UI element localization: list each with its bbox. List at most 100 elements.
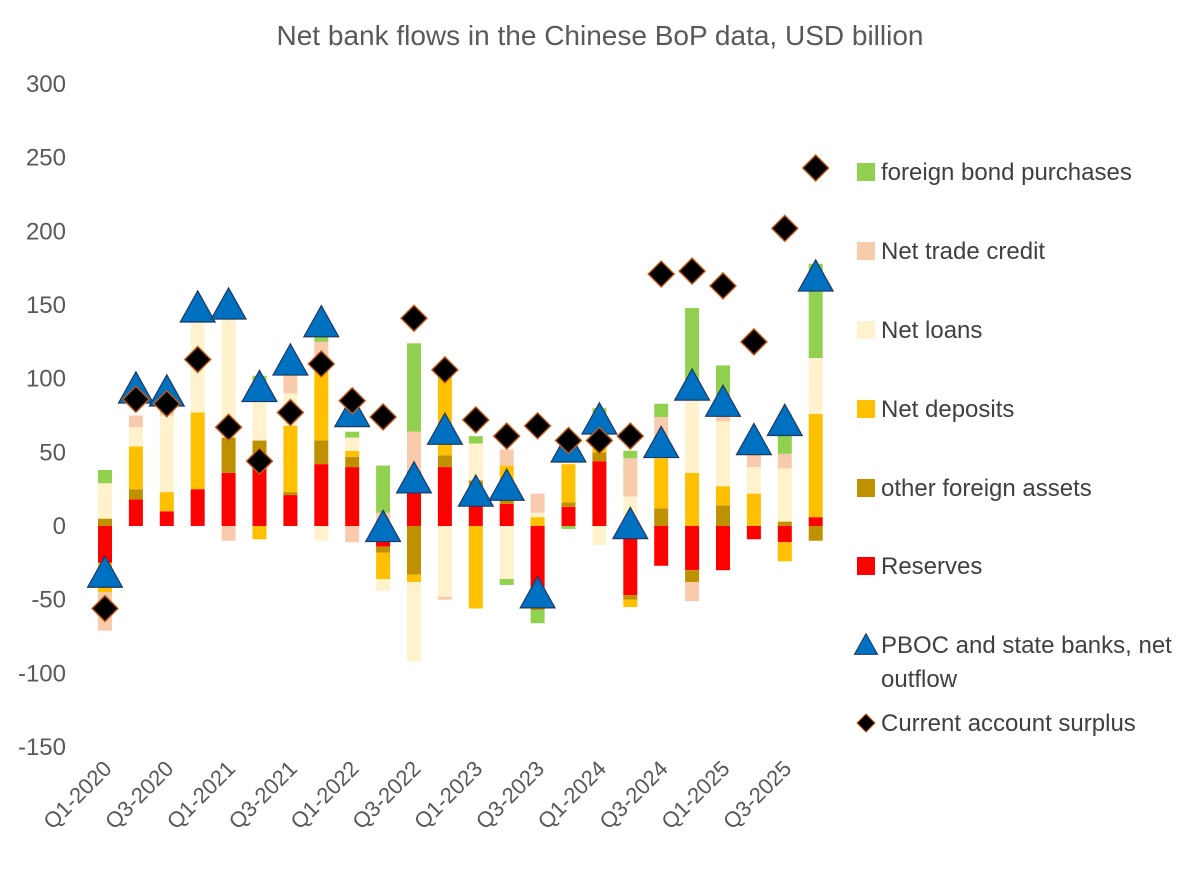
bar-reserves [808,517,823,526]
bar-reserves [159,511,174,526]
y-tick-label: 150 [26,292,66,319]
marker-current-account-surplus [709,271,737,300]
bar-net-trade-credit [777,453,792,469]
bar-net-deposits [654,458,669,509]
bar-foreign-bond-purchases [376,465,391,513]
bar-other-foreign-assets [561,502,576,507]
legend-label-pboc-and-state-banks-net-outflow: PBOC and state banks, net [881,632,1172,659]
marker-pboc-and-state-banks-net-outflow [797,258,835,292]
marker-pboc-and-state-banks-net-outflow [302,304,340,338]
bar-net-trade-credit [345,526,360,543]
bar-net-loans [159,415,174,493]
marker-current-account-surplus [585,426,614,455]
markers [86,153,835,623]
bar-foreign-bond-purchases [468,436,483,444]
bar-net-loans [407,581,421,662]
bar-net-trade-credit [499,449,514,466]
legend-swatch-pboc-and-state-banks-net-outflow [853,632,879,655]
y-tick-label: 0 [53,513,66,540]
marker-current-account-surplus [430,355,459,384]
bar-reserves [499,503,514,526]
marker-current-account-surplus [369,402,398,431]
bar-reserves [777,526,792,543]
bar-net-loans [98,483,112,519]
bar-net-loans [468,443,483,481]
bar-net-deposits [623,599,638,608]
bar-net-trade-credit [407,431,421,472]
bar-net-loans [685,399,700,473]
marker-pboc-and-state-banks-net-outflow [642,425,680,459]
bar-other-foreign-assets [592,452,607,462]
bar-reserves [128,499,143,526]
bar-net-loans [746,467,761,494]
legend-label-net-loans: Net loans [881,317,982,344]
legend-swatch-net-deposits [857,400,875,418]
bar-net-deposits [777,542,792,562]
bar-net-deposits [345,450,360,457]
legend-swatch-reserves [857,557,875,575]
bar-net-deposits [530,517,545,526]
x-tick-label: Q3-2025 [718,756,796,834]
bar-net-deposits [746,493,761,526]
marker-current-account-surplus [338,386,367,415]
marker-current-account-surplus [739,327,768,356]
marker-current-account-surplus [276,398,305,427]
y-tick-label: 50 [39,439,66,466]
bar-foreign-bond-purchases [345,431,360,438]
legend-label-net-deposits: Net deposits [881,396,1014,423]
bar-other-foreign-assets [808,526,823,541]
y-tick-label: 300 [26,71,66,98]
bar-other-foreign-assets [314,440,329,465]
marker-current-account-surplus [183,345,212,374]
legend: foreign bond purchases Net trade credit Ne… [853,159,1172,737]
bar-net-loans [592,526,607,546]
legend-label-current-account-surplus: Current account surplus [881,710,1136,737]
bar-reserves [98,526,112,563]
y-tick-label: -100 [18,660,66,687]
bar-net-deposits [190,412,205,490]
marker-current-account-surplus [647,260,676,289]
bar-reserves [716,526,730,571]
marker-current-account-surplus [152,389,181,418]
y-axis: 300 250 200 150 100 50 0 -50 -100 -150 [18,71,66,761]
bar-other-foreign-assets [345,456,360,468]
y-tick-label: -50 [31,587,66,614]
bar-other-foreign-assets [221,437,236,473]
bar-reserves [654,526,669,566]
marker-pboc-and-state-banks-net-outflow [395,460,433,494]
bar-net-loans [716,421,730,487]
bar-net-deposits [468,526,483,609]
bar-other-foreign-assets [98,518,112,526]
bar-net-loans [777,468,792,522]
bar-other-foreign-assets [623,595,638,600]
legend-swatch-other-foreign-assets [857,479,875,497]
bar-foreign-bond-purchases [98,470,112,484]
marker-pboc-and-state-banks-net-outflow [735,422,773,456]
marker-current-account-surplus [461,405,490,434]
marker-pboc-and-state-banks-net-outflow [611,506,649,540]
bar-reserves [345,467,360,526]
marker-current-account-surplus [214,413,243,442]
bar-foreign-bond-purchases [654,403,669,417]
bar-net-loans [376,579,391,591]
bar-net-deposits [561,464,576,503]
bar-net-deposits [283,425,298,493]
marker-current-account-surplus [616,422,645,451]
bar-net-deposits [128,446,143,490]
y-tick-label: 200 [26,218,66,245]
marker-current-account-surplus [554,426,583,455]
y-tick-label: 250 [26,145,66,172]
bar-reserves [283,495,298,526]
bar-net-trade-credit [716,412,730,422]
bar-foreign-bond-purchases [407,343,421,432]
bar-net-trade-credit [283,375,298,394]
bar-other-foreign-assets [716,505,730,526]
bar-net-loans [530,512,545,518]
bar-reserves [746,526,761,540]
bar-net-loans [499,526,514,580]
bar-foreign-bond-purchases [623,450,638,459]
marker-pboc-and-state-banks-net-outflow [673,367,711,401]
legend-swatch-net-trade-credit [857,242,875,260]
marker-pboc-and-state-banks-net-outflow [86,554,124,588]
marker-pboc-and-state-banks-net-outflow [210,286,248,320]
